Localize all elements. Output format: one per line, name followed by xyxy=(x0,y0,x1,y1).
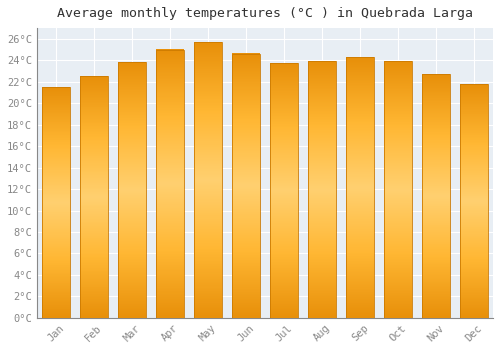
Bar xyxy=(308,61,336,318)
Bar xyxy=(232,54,260,318)
Bar xyxy=(422,74,450,318)
Bar xyxy=(80,76,108,318)
Bar xyxy=(460,84,487,318)
Bar xyxy=(80,76,108,318)
Bar xyxy=(384,61,411,318)
Bar xyxy=(42,87,70,318)
Bar xyxy=(346,57,374,318)
Bar xyxy=(270,63,297,318)
Title: Average monthly temperatures (°C ) in Quebrada Larga: Average monthly temperatures (°C ) in Qu… xyxy=(57,7,473,20)
Bar xyxy=(42,87,70,318)
Bar xyxy=(270,63,297,318)
Bar xyxy=(194,42,222,318)
Bar xyxy=(118,62,146,318)
Bar xyxy=(460,84,487,318)
Bar xyxy=(384,61,411,318)
Bar xyxy=(232,54,260,318)
Bar xyxy=(156,49,184,318)
Bar xyxy=(118,62,146,318)
Bar xyxy=(422,74,450,318)
Bar xyxy=(194,42,222,318)
Bar xyxy=(346,57,374,318)
Bar xyxy=(156,49,184,318)
Bar xyxy=(308,61,336,318)
